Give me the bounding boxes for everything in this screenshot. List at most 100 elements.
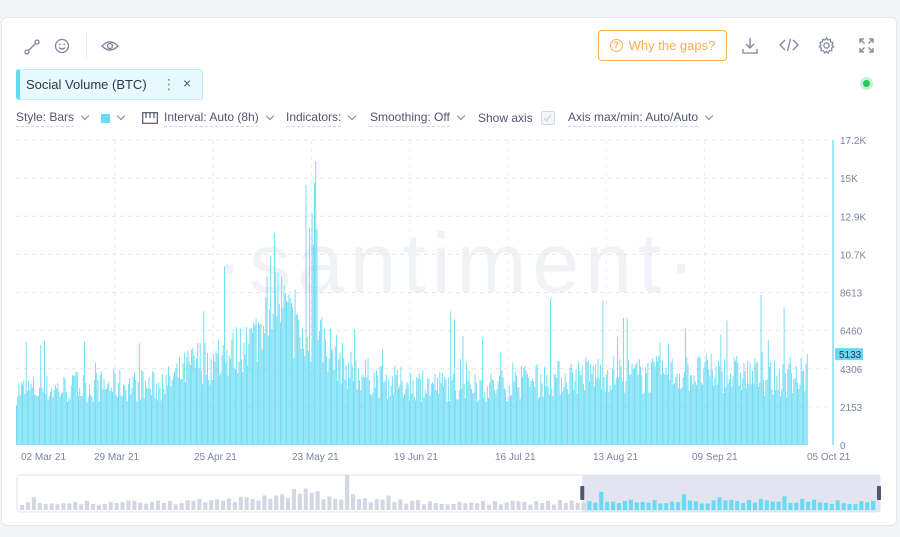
volume-bar xyxy=(477,401,478,445)
volume-bar xyxy=(62,392,64,445)
navigator-bar xyxy=(640,502,645,510)
eye-icon[interactable] xyxy=(99,37,121,55)
volume-bar xyxy=(148,377,150,445)
color-picker[interactable] xyxy=(101,108,126,128)
download-icon[interactable] xyxy=(740,35,760,55)
volume-bar xyxy=(16,405,17,445)
volume-bar xyxy=(200,369,202,445)
style-dropdown[interactable]: Style: Bars xyxy=(16,108,90,128)
indicators-dropdown[interactable]: Indicators: xyxy=(286,108,357,128)
volume-bar xyxy=(199,343,201,445)
navigator-right-handle[interactable] xyxy=(877,486,881,500)
volume-bar xyxy=(18,383,20,445)
metric-chip[interactable]: Social Volume (BTC) ⋮ × xyxy=(16,69,203,100)
why-the-gaps-button[interactable]: ? Why the gaps? xyxy=(598,30,727,61)
volume-bar xyxy=(270,255,272,445)
volume-bar xyxy=(562,391,564,445)
axis-minmax-dropdown[interactable]: Axis max/min: Auto/Auto xyxy=(568,108,714,128)
volume-bar xyxy=(361,376,363,445)
volume-bar xyxy=(755,363,757,445)
volume-bar xyxy=(399,385,401,445)
navigator-left-handle[interactable] xyxy=(580,486,585,500)
navigator-bar xyxy=(439,504,444,510)
navigator-bar xyxy=(486,504,492,510)
volume-bar xyxy=(464,398,466,445)
volume-bar xyxy=(766,379,768,445)
volume-bar xyxy=(120,395,122,445)
fullscreen-icon[interactable] xyxy=(856,35,876,55)
volume-bar xyxy=(497,381,499,445)
close-icon[interactable]: × xyxy=(183,75,192,91)
volume-bar xyxy=(717,360,719,445)
volume-bar xyxy=(490,373,492,445)
volume-bar xyxy=(640,366,642,445)
last-value-badge xyxy=(835,348,863,361)
navigator-bar xyxy=(782,496,787,510)
x-tick-label: 05 Oct 21 xyxy=(807,452,851,463)
volume-bar xyxy=(140,399,141,445)
navigator-bar xyxy=(303,488,308,510)
volume-bar xyxy=(183,352,185,445)
volume-bar xyxy=(441,372,443,445)
volume-bar xyxy=(286,300,287,445)
volume-bar xyxy=(43,340,45,445)
interval-dropdown[interactable]: Interval: Auto (8h) xyxy=(142,108,274,128)
volume-bar xyxy=(428,379,430,445)
volume-bar xyxy=(429,395,431,445)
volume-bar xyxy=(273,232,275,445)
volume-bar xyxy=(434,373,436,445)
gear-icon[interactable] xyxy=(816,35,836,55)
volume-bar xyxy=(672,384,674,445)
navigator-bar xyxy=(433,502,438,510)
smoothing-dropdown[interactable]: Smoothing: Off xyxy=(370,108,466,128)
volume-bar xyxy=(112,391,114,445)
more-options-icon[interactable]: ⋮ xyxy=(162,76,176,92)
y-tick-label: 10.7K xyxy=(840,250,866,261)
volume-bar xyxy=(575,369,577,445)
volume-bar xyxy=(546,374,548,445)
show-axis-checkbox[interactable] xyxy=(540,111,555,125)
emoji-icon[interactable] xyxy=(52,36,72,56)
volume-bar xyxy=(573,390,575,445)
volume-bar xyxy=(722,393,724,445)
volume-bar xyxy=(144,380,146,445)
volume-bar xyxy=(685,328,687,445)
volume-bar xyxy=(332,350,334,445)
volume-bar xyxy=(98,401,100,445)
volume-bar xyxy=(203,311,205,445)
line-draw-icon[interactable] xyxy=(22,37,42,57)
navigator-bar xyxy=(652,500,657,510)
volume-bar xyxy=(758,386,760,445)
volume-bar xyxy=(351,365,353,445)
volume-bar xyxy=(474,373,476,445)
volume-bar xyxy=(649,392,651,445)
navigator-bar xyxy=(445,504,450,510)
navigator-bar xyxy=(297,493,302,510)
volume-bar xyxy=(253,322,255,445)
volume-bar xyxy=(67,401,69,445)
volume-bar xyxy=(581,365,583,445)
volume-bar xyxy=(662,360,663,445)
volume-bar xyxy=(753,383,755,445)
volume-bar xyxy=(716,384,718,445)
volume-bar xyxy=(193,355,195,445)
code-icon[interactable] xyxy=(777,36,801,54)
volume-bar xyxy=(366,377,368,445)
navigator-bar xyxy=(291,489,297,510)
volume-bar xyxy=(213,353,214,445)
volume-bar xyxy=(149,389,151,445)
volume-bar xyxy=(590,364,592,445)
volume-bar xyxy=(584,390,586,445)
navigator-bar xyxy=(167,500,172,510)
volume-bar xyxy=(189,365,191,445)
volume-bar xyxy=(26,390,28,445)
volume-bar xyxy=(104,389,106,445)
volume-bar xyxy=(51,388,53,445)
volume-bar xyxy=(28,380,30,445)
show-axis-toggle[interactable]: Show axis xyxy=(478,108,555,128)
navigator-bar xyxy=(611,501,616,510)
volume-bar xyxy=(771,389,773,445)
volume-bar xyxy=(623,317,624,445)
navigator-bar xyxy=(687,500,693,510)
